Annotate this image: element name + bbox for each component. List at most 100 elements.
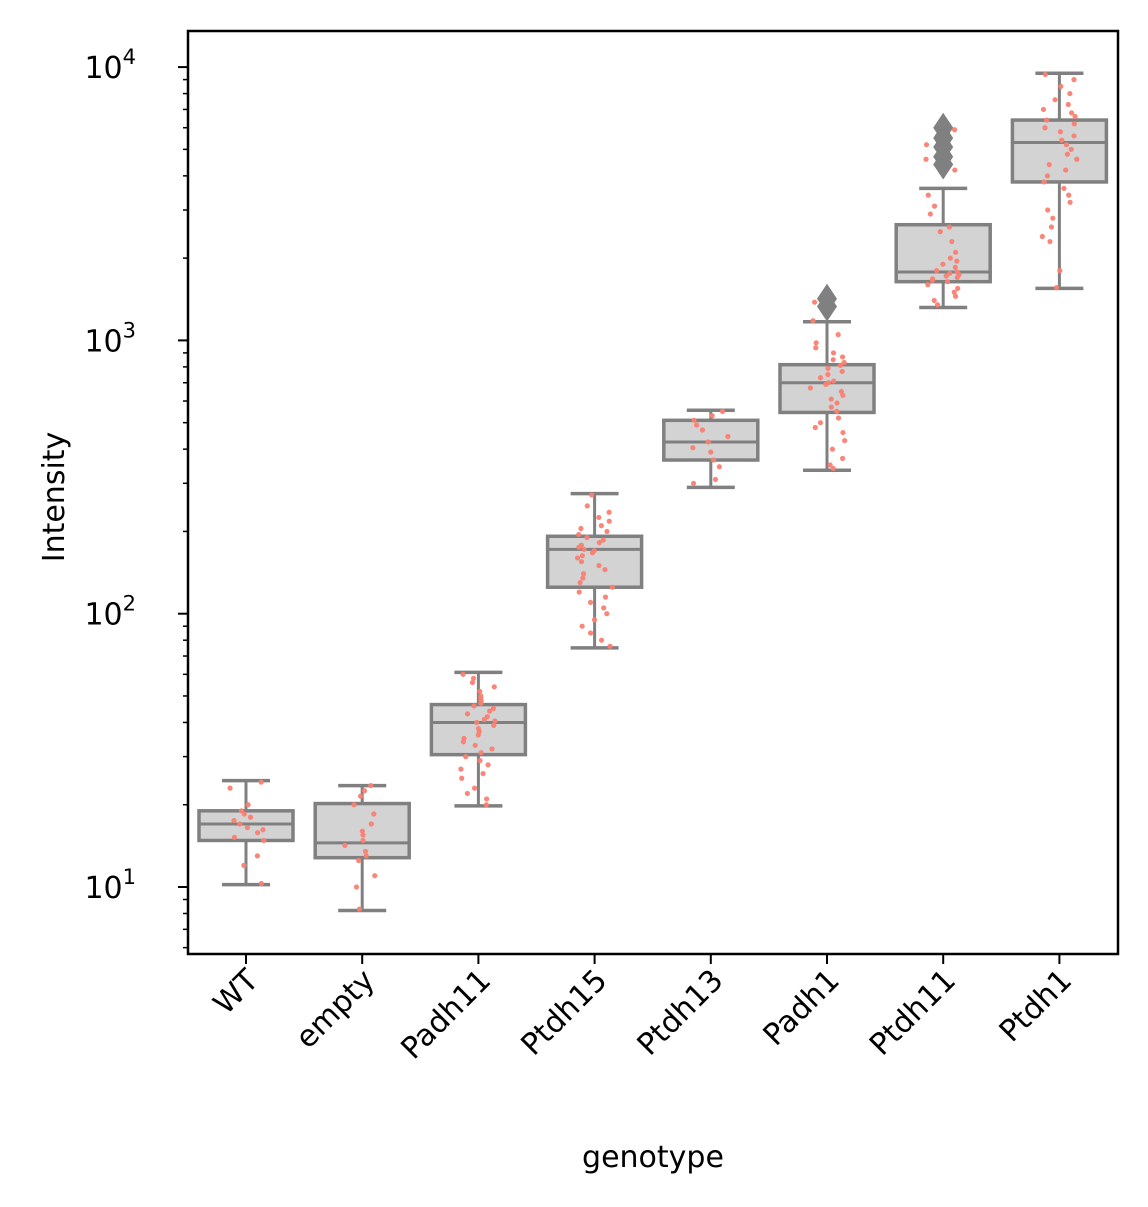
data-point xyxy=(830,465,836,472)
data-point xyxy=(477,688,483,694)
data-point xyxy=(361,788,368,794)
data-point xyxy=(927,211,933,217)
data-point xyxy=(480,770,486,777)
data-point xyxy=(708,449,714,455)
data-point xyxy=(825,371,831,378)
data-point xyxy=(1050,215,1056,221)
data-point xyxy=(840,429,846,436)
data-point xyxy=(954,258,960,264)
data-point xyxy=(952,249,959,255)
data-point xyxy=(842,437,848,444)
data-point xyxy=(260,827,266,833)
data-point xyxy=(485,762,491,768)
box-group xyxy=(545,491,644,650)
data-point xyxy=(459,775,465,781)
data-point xyxy=(475,732,481,738)
data-point xyxy=(471,703,477,709)
y-tick-label: 101 xyxy=(84,865,136,906)
data-point xyxy=(952,167,958,173)
data-point xyxy=(812,424,818,431)
data-point xyxy=(578,525,584,532)
data-point xyxy=(1066,192,1072,198)
data-point xyxy=(576,589,582,595)
data-point xyxy=(823,381,829,388)
data-point xyxy=(952,264,958,270)
box-iqr xyxy=(778,362,876,415)
data-point xyxy=(607,643,613,649)
data-point xyxy=(577,579,583,586)
data-point xyxy=(934,268,940,274)
data-point xyxy=(1061,185,1067,191)
data-point xyxy=(807,385,814,391)
data-point xyxy=(483,802,489,808)
data-point xyxy=(227,785,233,791)
data-point xyxy=(244,824,251,831)
data-point xyxy=(1042,71,1048,78)
data-point xyxy=(589,492,595,498)
data-point xyxy=(464,711,471,717)
data-point xyxy=(1044,117,1050,123)
outlier-marker xyxy=(933,149,954,180)
data-point xyxy=(951,289,957,295)
y-axis-title: Intensity xyxy=(37,432,72,563)
data-point xyxy=(600,537,606,543)
data-point xyxy=(460,671,466,677)
box-iqr xyxy=(545,534,644,589)
data-point xyxy=(830,350,837,356)
data-point xyxy=(596,540,602,546)
plot-frame xyxy=(186,29,1120,956)
data-point xyxy=(584,534,590,541)
data-point xyxy=(360,837,366,844)
data-point xyxy=(827,462,833,468)
data-point xyxy=(580,571,587,577)
data-point xyxy=(839,354,846,360)
data-point xyxy=(474,719,480,726)
data-point xyxy=(237,821,243,827)
data-point xyxy=(1052,97,1058,103)
data-point xyxy=(690,445,696,451)
data-point xyxy=(604,611,610,617)
data-point xyxy=(839,455,846,462)
data-point xyxy=(1053,285,1060,291)
data-point xyxy=(810,318,816,324)
data-point xyxy=(951,127,958,133)
data-point xyxy=(606,518,612,524)
data-point xyxy=(705,439,711,445)
data-point xyxy=(584,503,590,509)
data-point xyxy=(1074,156,1080,162)
data-point xyxy=(231,834,238,840)
data-point xyxy=(596,514,602,521)
data-point xyxy=(943,273,949,279)
data-point xyxy=(576,544,582,550)
data-point xyxy=(231,817,237,824)
data-point xyxy=(478,700,484,706)
data-point xyxy=(602,566,608,573)
data-point xyxy=(241,811,247,817)
data-point xyxy=(261,837,267,844)
data-point xyxy=(596,562,602,569)
data-point xyxy=(478,750,484,756)
data-point xyxy=(925,282,931,288)
data-point xyxy=(947,255,953,261)
data-point xyxy=(258,779,264,785)
data-point xyxy=(581,546,587,552)
data-point xyxy=(1063,142,1070,148)
data-point xyxy=(254,830,261,836)
data-point xyxy=(578,559,585,565)
data-point xyxy=(602,594,609,600)
data-point xyxy=(491,722,497,729)
data-point xyxy=(946,224,952,230)
data-point xyxy=(353,884,360,890)
data-point xyxy=(1041,179,1047,185)
data-point xyxy=(601,605,607,611)
data-point xyxy=(690,480,697,486)
box-group xyxy=(1010,71,1109,291)
data-point xyxy=(356,857,362,864)
data-point xyxy=(458,766,464,772)
y-tick-label: 104 xyxy=(84,45,136,86)
data-point xyxy=(579,623,585,629)
data-point xyxy=(598,523,604,529)
data-point xyxy=(1059,137,1065,143)
data-point xyxy=(813,340,819,346)
